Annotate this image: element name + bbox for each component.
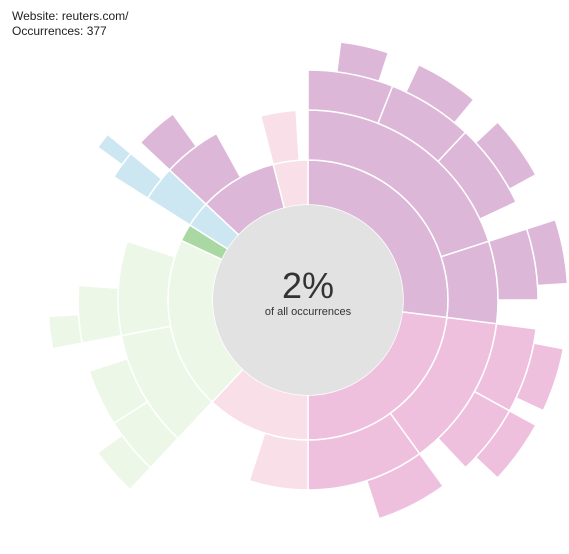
sunburst-segment[interactable] [117,240,176,337]
website-value: reuters.com/ [61,9,129,23]
center-caption: of all occurrences [265,306,352,318]
center-circle [213,205,403,395]
sunburst-segment[interactable] [440,240,499,325]
sunburst-segment[interactable] [404,63,475,124]
sunburst-segment[interactable] [525,218,569,287]
occurrences-prefix: Occurrences: [12,24,87,38]
center-percentage: 2% [282,265,334,306]
sunburst-segment[interactable] [88,357,149,425]
sunburst-segment[interactable] [77,284,123,344]
website-prefix: Website: [12,9,62,23]
sunburst-segment[interactable] [365,452,445,520]
breadcrumb-info: Website: reuters.com/ Occurrences: 377 [12,9,129,39]
sunburst-segment[interactable] [139,112,198,171]
sunburst-arcs [47,41,569,520]
sunburst-segment[interactable] [248,432,309,491]
sunburst-segment[interactable] [335,41,390,83]
occurrences-line: Occurrences: 377 [12,24,129,39]
sunburst-segment[interactable] [474,409,537,480]
sunburst-segment[interactable] [515,342,565,412]
sunburst-segment[interactable] [112,152,163,200]
sunburst-segment[interactable] [96,434,152,491]
sunburst-segment[interactable] [259,109,301,166]
sunburst-segment[interactable] [96,133,132,166]
sunburst-segment[interactable] [474,120,537,191]
website-line: Website: reuters.com/ [12,9,129,24]
sunburst-segment[interactable] [47,313,83,350]
occurrences-value: 377 [86,24,107,38]
